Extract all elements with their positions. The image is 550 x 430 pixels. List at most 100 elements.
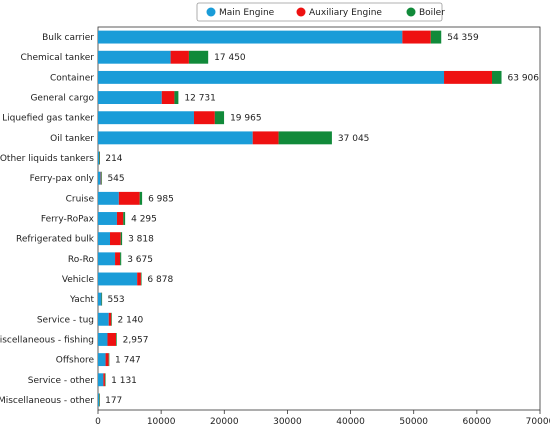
bar-12-auxiliary-engine	[137, 272, 141, 286]
bar-15-main-engine	[98, 332, 108, 346]
bar-5-auxiliary-engine	[252, 131, 279, 145]
bar-4-main-engine	[98, 111, 194, 125]
legend-marker	[206, 7, 216, 17]
category-label: Vehicle	[62, 275, 95, 285]
bar-7-boiler	[101, 171, 102, 185]
bar-16-boiler	[108, 353, 110, 367]
category-label: Cruise	[66, 194, 95, 204]
bar-11-boiler	[120, 252, 122, 266]
category-label: Ferry-pax only	[30, 174, 95, 184]
x-tick-label: 20000	[210, 417, 239, 427]
bar-9-auxiliary-engine	[116, 212, 124, 225]
bar-0-main-engine	[98, 30, 403, 44]
bar-16-main-engine	[98, 353, 106, 367]
legend-marker	[296, 7, 306, 17]
category-label: General cargo	[30, 94, 94, 104]
bar-10-main-engine	[98, 232, 110, 246]
bar-12-main-engine	[98, 272, 138, 286]
total-label: 545	[107, 174, 124, 184]
total-label: 6 878	[147, 275, 173, 285]
bar-14-auxiliary-engine	[108, 312, 112, 326]
legend: Main Engine Auxiliary Engine Boiler	[196, 2, 445, 22]
category-label: Container	[50, 73, 94, 83]
bar-7-main-engine	[98, 171, 101, 185]
bar-17-main-engine	[98, 373, 104, 387]
bar-0-auxiliary-engine	[402, 30, 431, 44]
bar-1-boiler	[188, 50, 209, 64]
total-label: 214	[105, 154, 122, 164]
total-label: 553	[107, 295, 124, 305]
bar-3-auxiliary-engine	[161, 91, 175, 105]
bar-13-boiler	[101, 292, 103, 306]
bar-4-auxiliary-engine	[193, 111, 215, 125]
bar-11-auxiliary-engine	[115, 252, 121, 266]
bar-1-auxiliary-engine	[170, 50, 189, 64]
total-label: 63 906	[508, 73, 540, 83]
bar-12-boiler	[140, 272, 142, 286]
x-tick-label: 40000	[336, 417, 365, 427]
bar-6-boiler	[99, 151, 100, 165]
category-label: Ferry-RoPax	[41, 215, 95, 225]
total-label: 1 747	[115, 356, 141, 366]
x-tick-label: 50000	[399, 417, 428, 427]
bar-18-boiler	[99, 393, 100, 407]
bar-8-auxiliary-engine	[118, 191, 140, 205]
bar-16-auxiliary-engine	[105, 353, 109, 367]
category-label: Oil tanker	[50, 134, 94, 144]
bar-15-auxiliary-engine	[107, 332, 116, 346]
bar-14-main-engine	[98, 312, 109, 326]
bar-0-boiler	[430, 30, 442, 44]
bar-10-auxiliary-engine	[109, 232, 121, 246]
bar-8-main-engine	[98, 191, 119, 205]
bar-1-main-engine	[98, 50, 171, 64]
bars	[98, 30, 502, 407]
total-label: 2,957	[123, 335, 149, 345]
category-label: Chemical tanker	[21, 53, 95, 63]
bar-5-boiler	[278, 131, 332, 145]
bar-4-boiler	[214, 111, 225, 125]
bar-3-boiler	[174, 91, 179, 105]
legend-box	[196, 2, 443, 22]
x-axis: 0 10000 20000 30000 40000 50000 60000 70000	[95, 410, 550, 427]
total-labels: 54 359 17 450 63 906 12 731 19 965 37 045 214 5…	[105, 33, 539, 406]
total-label: 17 450	[214, 53, 246, 63]
total-label: 54 359	[447, 33, 479, 43]
category-label: Yacht	[69, 295, 94, 305]
legend-label: Main Engine	[219, 8, 275, 18]
x-tick-label: 70000	[526, 417, 550, 427]
bar-15-boiler	[115, 332, 117, 346]
total-label: 6 985	[148, 194, 174, 204]
category-label: Refrigerated bulk	[16, 235, 95, 245]
bar-7-auxiliary-engine	[100, 171, 102, 185]
total-label: 12 731	[184, 94, 216, 104]
total-label: 3 675	[127, 255, 153, 265]
x-tick-label: 0	[95, 417, 101, 427]
total-label: 177	[105, 396, 122, 406]
legend-label: Boiler	[419, 8, 445, 18]
category-label: Bulk carrier	[42, 33, 94, 43]
category-label: Ro-Ro	[68, 255, 95, 265]
total-label: 1 131	[111, 376, 137, 386]
category-label: Miscellaneous - fishing	[0, 335, 94, 345]
bar-10-boiler	[120, 232, 123, 246]
x-tick-label: 10000	[147, 417, 176, 427]
bar-2-main-engine	[98, 70, 445, 84]
bar-14-boiler	[111, 312, 112, 326]
bar-17-auxiliary-engine	[103, 373, 105, 387]
total-label: 37 045	[338, 134, 370, 144]
category-label: Offshore	[56, 356, 95, 366]
bar-13-main-engine	[98, 292, 102, 306]
bar-2-auxiliary-engine	[444, 70, 493, 84]
bar-17-boiler	[104, 373, 106, 387]
category-label: Miscellaneous - other	[0, 396, 94, 406]
plot-frame	[97, 26, 541, 411]
bar-9-boiler	[123, 212, 126, 225]
category-label: Service - tug	[37, 315, 94, 325]
bar-8-boiler	[139, 191, 143, 205]
category-label: Liquefied gas tanker	[2, 114, 94, 124]
bar-6-main-engine	[98, 151, 100, 165]
x-tick-label: 60000	[463, 417, 492, 427]
bar-5-main-engine	[98, 131, 253, 145]
total-label: 3 818	[128, 235, 154, 245]
